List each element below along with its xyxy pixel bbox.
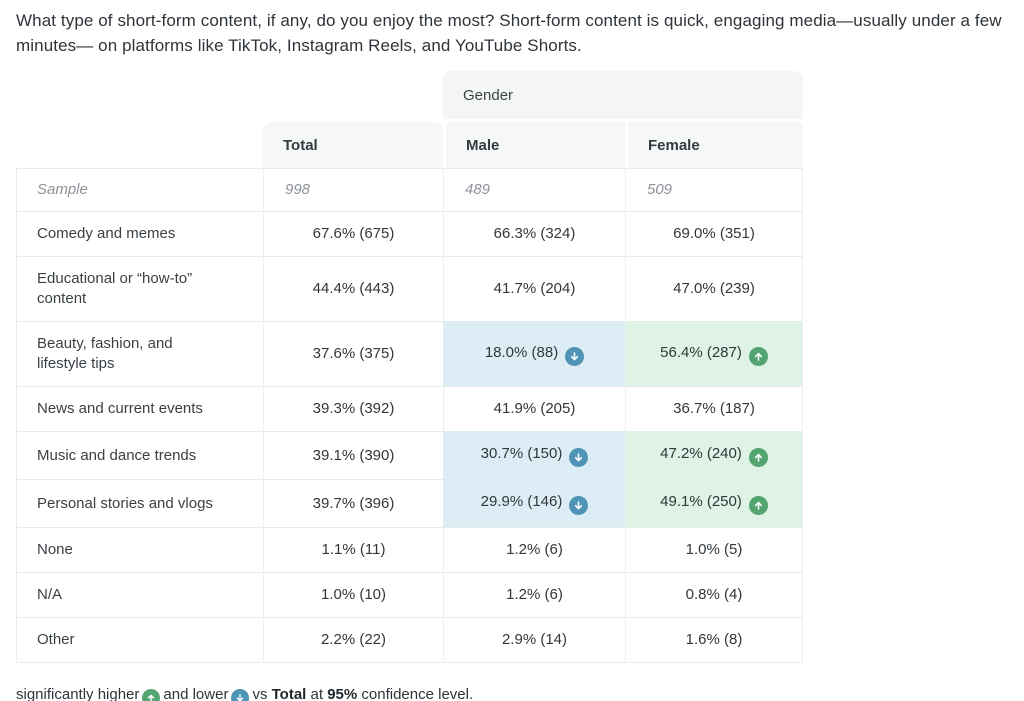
column-header-row: Total Male Female xyxy=(16,122,804,168)
table-row: N/A 1.0% (10) 1.2% (6) 0.8% (4) xyxy=(16,572,804,617)
table-row: Other 2.2% (22) 2.9% (14) 1.6% (8) xyxy=(16,617,804,663)
cell-male: 41.7% (204) xyxy=(443,256,625,321)
cell-sample-female: 509 xyxy=(625,168,804,211)
cell-total: 1.1% (11) xyxy=(263,527,443,572)
row-label: Sample xyxy=(16,168,263,211)
cell-value: 30.7% (150) xyxy=(480,445,563,462)
cell-value: 18.0% (88) xyxy=(484,343,559,361)
arrow-up-icon xyxy=(748,448,768,467)
row-label: Beauty, fashion, and lifestyle tips xyxy=(16,321,263,386)
group-header-gender: Gender xyxy=(443,71,804,122)
table-row: News and current events 39.3% (392) 41.9… xyxy=(16,386,804,431)
cell-total: 39.7% (396) xyxy=(263,479,443,527)
cell-total: 2.2% (22) xyxy=(263,617,443,663)
cell-total: 67.6% (675) xyxy=(263,211,443,256)
footnote-text: and lower xyxy=(163,686,229,701)
row-label: Educational or “how-to” content xyxy=(16,256,263,321)
cell-value: 29.9% (146) xyxy=(480,493,563,510)
header-spacer xyxy=(16,122,263,168)
cell-total: 1.0% (10) xyxy=(263,572,443,617)
row-label: News and current events xyxy=(16,386,263,431)
cell-total: 39.3% (392) xyxy=(263,386,443,431)
table-header: Gender Total Male Female xyxy=(16,71,804,168)
row-label: Personal stories and vlogs xyxy=(16,479,263,527)
cell-sample-total: 998 xyxy=(263,168,443,211)
cell-total: 44.4% (443) xyxy=(263,256,443,321)
footnote-text: at xyxy=(310,686,324,701)
sample-row: Sample 998 489 509 xyxy=(16,168,804,211)
cell-female-significant-higher: 56.4% (287) xyxy=(625,321,804,386)
cell-sample-male: 489 xyxy=(443,168,625,211)
arrow-up-icon xyxy=(142,689,161,701)
arrow-down-icon xyxy=(231,689,250,701)
cell-male: 66.3% (324) xyxy=(443,211,625,256)
column-header-male: Male xyxy=(443,122,625,168)
row-label: Other xyxy=(16,617,263,663)
row-label: Music and dance trends xyxy=(16,431,263,479)
cell-male-significant-lower: 18.0% (88) xyxy=(443,321,625,386)
table-row: Comedy and memes 67.6% (675) 66.3% (324)… xyxy=(16,211,804,256)
cell-total: 39.1% (390) xyxy=(263,431,443,479)
column-header-total: Total xyxy=(263,122,443,168)
arrow-up-icon xyxy=(748,496,768,515)
cell-female: 1.6% (8) xyxy=(625,617,804,663)
table-body: Sample 998 489 509 Comedy and memes 67.6… xyxy=(16,168,804,663)
arrow-up-icon xyxy=(748,346,768,366)
arrow-down-icon xyxy=(569,496,589,515)
row-label: N/A xyxy=(16,572,263,617)
row-label: Comedy and memes xyxy=(16,211,263,256)
significance-footnote: significantly higher and lower vs Total at… xyxy=(16,684,1008,701)
cell-male: 2.9% (14) xyxy=(443,617,625,663)
cell-female: 36.7% (187) xyxy=(625,386,804,431)
question-title: What type of short-form content, if any,… xyxy=(16,11,1002,55)
arrow-down-icon xyxy=(565,346,585,366)
header-spacer xyxy=(16,71,443,122)
cell-value: 49.1% (250) xyxy=(660,493,742,510)
footnote-total: Total xyxy=(271,686,307,701)
crosstab-table: Gender Total Male Female Sample 998 489 … xyxy=(16,71,804,663)
table-row: Personal stories and vlogs 39.7% (396) 2… xyxy=(16,479,804,527)
cell-female-significant-higher: 47.2% (240) xyxy=(625,431,804,479)
table-row: Beauty, fashion, and lifestyle tips 37.6… xyxy=(16,321,804,386)
cell-female: 1.0% (5) xyxy=(625,527,804,572)
footnote-text: vs xyxy=(252,686,268,701)
cell-male-significant-lower: 29.9% (146) xyxy=(443,479,625,527)
row-label: None xyxy=(16,527,263,572)
cell-male: 1.2% (6) xyxy=(443,527,625,572)
cell-female: 47.0% (239) xyxy=(625,256,804,321)
cell-female-significant-higher: 49.1% (250) xyxy=(625,479,804,527)
cell-value: 47.2% (240) xyxy=(660,445,742,462)
table-row: Music and dance trends 39.1% (390) 30.7%… xyxy=(16,431,804,479)
footnote-confidence: 95% xyxy=(327,686,358,701)
footnote-text: confidence level. xyxy=(361,686,474,701)
table-row: None 1.1% (11) 1.2% (6) 1.0% (5) xyxy=(16,527,804,572)
cell-male: 41.9% (205) xyxy=(443,386,625,431)
cell-total: 37.6% (375) xyxy=(263,321,443,386)
cell-male: 1.2% (6) xyxy=(443,572,625,617)
footnote-text: significantly higher xyxy=(16,686,140,701)
column-header-female: Female xyxy=(625,122,804,168)
cell-female: 69.0% (351) xyxy=(625,211,804,256)
cell-value: 56.4% (287) xyxy=(660,343,742,361)
arrow-down-icon xyxy=(569,448,589,467)
table-row: Educational or “how-to” content 44.4% (4… xyxy=(16,256,804,321)
cell-male-significant-lower: 30.7% (150) xyxy=(443,431,625,479)
cell-female: 0.8% (4) xyxy=(625,572,804,617)
group-header-row: Gender xyxy=(16,71,804,122)
